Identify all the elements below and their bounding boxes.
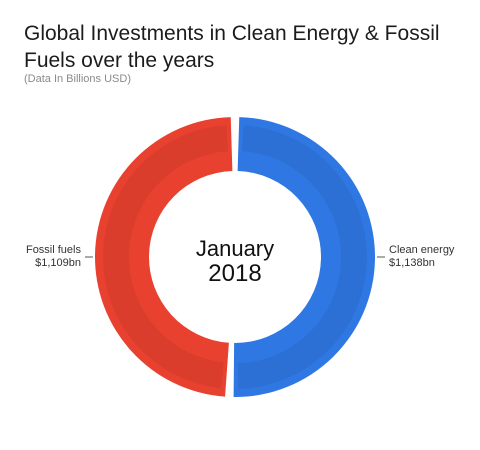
center-month: January: [196, 236, 274, 261]
center-year: 2018: [208, 260, 261, 287]
slice-fossil-fuels: [94, 117, 233, 397]
slice-value-label: $1,109bn: [35, 257, 81, 269]
chart-subtitle: (Data In Billions USD): [24, 73, 131, 85]
slice-clean-energy: [233, 117, 375, 397]
slice-value-label: $1,138bn: [389, 257, 435, 269]
slice-shade: [237, 125, 367, 389]
slice-name-label: Fossil fuels: [26, 244, 82, 256]
chart-title: Global Investments in Clean Energy & Fos…: [24, 22, 440, 72]
slice-name-label: Clean energy: [389, 244, 455, 256]
slice-shade: [103, 125, 229, 389]
